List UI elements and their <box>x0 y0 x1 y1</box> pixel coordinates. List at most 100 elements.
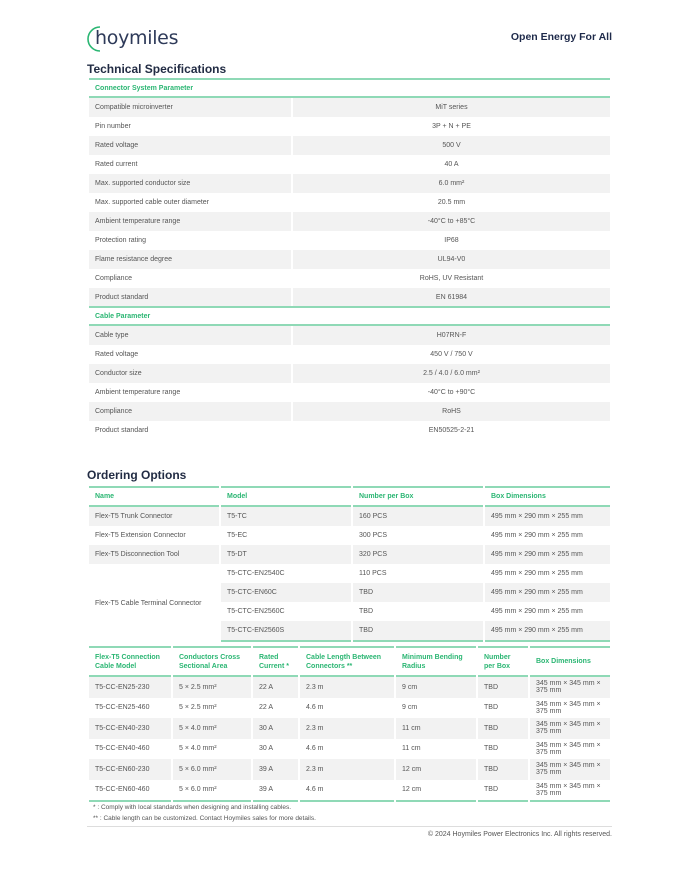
spec-row: Protection rating IP68 <box>89 231 610 250</box>
spec-value: 3P + N + PE <box>432 123 471 130</box>
model: T5-CTC-EN2560S <box>221 621 351 642</box>
bending-radius: 9 cm <box>402 704 418 712</box>
spec-row: Compatible microinverter MiT series <box>89 98 610 117</box>
number-per-box: 300 PCS <box>359 532 388 539</box>
box-dimensions: 345 mm × 345 mm × 375 mm <box>536 741 601 756</box>
box-dimensions: 345 mm × 345 mm × 375 mm <box>530 759 610 780</box>
cable-length: 4.6 m <box>300 780 394 802</box>
logo-arc-icon <box>87 26 101 52</box>
footnotes: * : Comply with local standards when des… <box>93 802 316 824</box>
spec-row: Max. supported conductor size 6.0 mm² <box>89 174 610 193</box>
table-row: T5-CC-EN40-460 5 × 4.0 mm² 30 A 4.6 m 11 cm T… <box>89 739 610 760</box>
section-heading-label: Cable Parameter <box>89 306 610 326</box>
spec-row: Rated current 40 A <box>89 155 610 174</box>
spec-row: Compliance RoHS <box>89 402 610 421</box>
bending-radius: 11 cm <box>396 718 476 739</box>
section-heading: Connector System Parameter <box>89 78 610 98</box>
rated-current: 22 A <box>259 704 274 712</box>
column-header: Model <box>221 486 351 507</box>
spec-row: Ambient temperature range -40°C to +90°C <box>89 383 610 402</box>
cable-length: 2.3 m <box>300 759 394 780</box>
cable-length: 2.3 m <box>300 718 394 739</box>
product-name: Flex-T5 Disconnection Tool <box>89 545 219 564</box>
header-row: Name Model Number per Box Box Dimensions <box>89 486 610 507</box>
spec-row: Compliance RoHS, UV Resistant <box>89 269 610 288</box>
box-dimensions: 495 mm × 290 mm × 255 mm <box>491 608 583 615</box>
spec-row: Flame resistance degree UL94-V0 <box>89 250 610 269</box>
model: T5-CTC-EN2540C <box>227 570 285 577</box>
spec-row: Max. supported cable outer diameter 20.5 … <box>89 193 610 212</box>
cable-ordering-table: Flex-T5 Connection Cable Model Conductors… <box>87 646 612 802</box>
model: T5-EC <box>227 532 248 539</box>
product-name: Flex-T5 Trunk Connector <box>89 507 219 526</box>
box-dimensions: 345 mm × 345 mm × 375 mm <box>530 677 610 698</box>
spec-value: UL94-V0 <box>293 250 610 269</box>
cable-spec-table: Cable Parameter Cable type H07RN-F Rated vo… <box>87 306 612 440</box>
spec-value: -40°C to +85°C <box>293 212 610 231</box>
cross-section: 5 × 4.0 mm² <box>179 745 217 753</box>
spec-value: 2.5 / 4.0 / 6.0 mm² <box>293 364 610 383</box>
spec-label: Rated voltage <box>89 136 291 155</box>
bending-radius: 11 cm <box>402 745 421 753</box>
connector-spec-table: Connector System Parameter Compatible mic… <box>87 78 612 307</box>
bending-radius: 9 cm <box>396 677 476 698</box>
spec-row: Pin number 3P + N + PE <box>89 117 610 136</box>
box-dimensions: 345 mm × 345 mm × 375 mm <box>530 718 610 739</box>
number-per-box: TBD <box>478 759 528 780</box>
spec-label: Compatible microinverter <box>89 98 291 117</box>
number-per-box: TBD <box>478 677 528 698</box>
spec-row: Rated voltage 500 V <box>89 136 610 155</box>
spec-value: 20.5 mm <box>437 199 466 206</box>
spec-row: Cable type H07RN-F <box>89 326 610 345</box>
box-dimensions: 495 mm × 290 mm × 255 mm <box>491 532 583 539</box>
spec-label: Cable type <box>89 326 291 345</box>
column-header: Rated Current * <box>253 646 298 677</box>
column-header: Number per Box <box>478 646 528 677</box>
spec-row: Conductor size 2.5 / 4.0 / 6.0 mm² <box>89 364 610 383</box>
spec-row: Ambient temperature range -40°C to +85°C <box>89 212 610 231</box>
table-row: T5-CC-EN60-230 5 × 6.0 mm² 39 A 2.3 m 12 cm T… <box>89 759 610 780</box>
table-row: Flex-T5 Cable Terminal Connector T5-CTC-E… <box>89 564 610 642</box>
copyright: © 2024 Hoymiles Power Electronics Inc. A… <box>427 831 612 838</box>
footnote: * : Comply with local standards when des… <box>93 804 291 811</box>
cable-length: 4.6 m <box>306 745 324 753</box>
number-per-box: TBD <box>478 718 528 739</box>
table-row: T5-CC-EN25-460 5 × 2.5 mm² 22 A 4.6 m 9 cm TB… <box>89 698 610 719</box>
spec-label: Ambient temperature range <box>89 212 291 231</box>
footnote: ** : Cable length can be customized. Con… <box>93 815 316 822</box>
spec-value: RoHS, UV Resistant <box>419 275 484 282</box>
spec-row: Product standard EN50525-2-21 <box>89 421 610 440</box>
table-row: T5-CTC-EN2560S TBD 495 mm × 290 mm × 255 m… <box>89 621 610 642</box>
spec-value: 40 A <box>444 161 459 168</box>
box-dimensions: 495 mm × 290 mm × 255 mm <box>485 583 610 602</box>
slogan: Open Energy For All <box>510 31 612 43</box>
logo-text: hoymiles <box>95 27 179 49</box>
model: T5-CTC-EN60C <box>221 583 351 602</box>
number-per-box: 110 PCS <box>359 570 387 577</box>
cable-model: T5-CC-EN40-230 <box>89 718 171 739</box>
number-per-box: TBD <box>359 608 373 615</box>
table-row: T5-CC-EN60-460 5 × 6.0 mm² 39 A 4.6 m 12 cm T… <box>89 780 610 802</box>
cable-model: T5-CC-EN25-460 <box>95 704 150 712</box>
number-per-box: 160 PCS <box>353 507 483 526</box>
spec-label: Compliance <box>89 402 291 421</box>
spec-label: Ambient temperature range <box>95 389 181 396</box>
cross-section: 5 × 6.0 mm² <box>173 759 251 780</box>
cable-model: T5-CC-EN60-230 <box>89 759 171 780</box>
box-dimensions: 345 mm × 345 mm × 375 mm <box>536 700 601 715</box>
spec-label: Flame resistance degree <box>89 250 291 269</box>
column-header: Box Dimensions <box>485 486 610 507</box>
bending-radius: 12 cm <box>396 759 476 780</box>
model: T5-TC <box>221 507 351 526</box>
spec-label: Product standard <box>89 288 291 307</box>
rated-current: 22 A <box>253 677 298 698</box>
spec-value: MiT series <box>293 98 610 117</box>
spec-label: Max. supported conductor size <box>89 174 291 193</box>
spec-label: Product standard <box>95 427 149 434</box>
spec-value: -40°C to +90°C <box>427 389 476 396</box>
product-name: Flex-T5 Cable Terminal Connector <box>89 564 219 642</box>
column-header: Number per Box <box>353 486 483 507</box>
spec-label: Max. supported cable outer diameter <box>95 199 210 206</box>
product-name: Flex-T5 Extension Connector <box>95 532 186 539</box>
